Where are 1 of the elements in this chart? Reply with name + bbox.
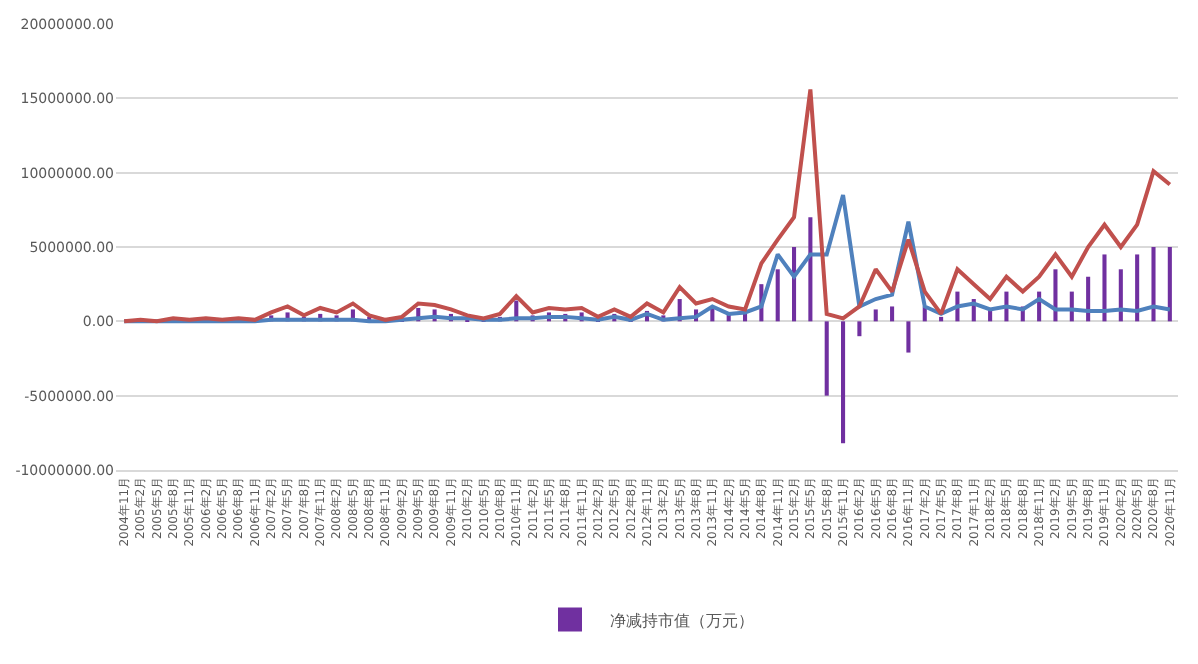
legend-label: 净减持市值（万元） xyxy=(610,611,754,630)
